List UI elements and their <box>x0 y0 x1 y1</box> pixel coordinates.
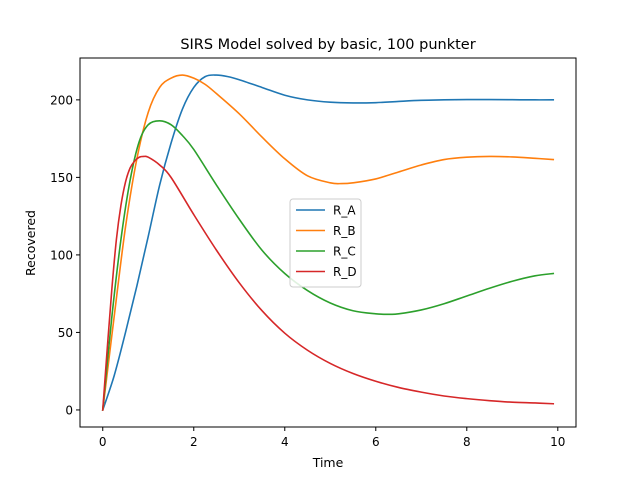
legend-label-r-c: R_C <box>333 245 356 259</box>
y-tick-label: 50 <box>58 326 73 340</box>
x-tick-label: 0 <box>99 435 107 449</box>
series-line-r-d <box>101 155 555 411</box>
y-tick-label: 0 <box>65 403 73 417</box>
y-tick-label: 150 <box>50 171 73 185</box>
series-line-r-a <box>101 74 555 411</box>
x-tick-label: 8 <box>463 435 471 449</box>
legend-box <box>289 198 362 288</box>
series-line-r-c <box>101 119 555 411</box>
y-tick-label: 100 <box>50 248 73 262</box>
x-tick-label: 6 <box>372 435 380 449</box>
legend-label-r-b: R_B <box>333 224 356 238</box>
x-axis-label: Time <box>312 455 344 470</box>
x-tick-label: 2 <box>190 435 198 449</box>
legend-items: R_A R_B R_C R_D <box>296 204 357 279</box>
y-axis-ticks: 0 50 100 150 200 <box>50 93 80 417</box>
chart-title: SIRS Model solved by basic, 100 punkter <box>180 37 475 53</box>
legend: R_A R_B R_C R_D <box>289 198 362 288</box>
series-layer <box>101 74 555 411</box>
legend-label-r-a: R_A <box>333 204 356 218</box>
axes-frame <box>79 57 577 428</box>
series-line-r-b <box>101 74 555 411</box>
y-tick-label: 200 <box>50 93 73 107</box>
legend-label-r-d: R_D <box>333 265 357 279</box>
x-tick-label: 10 <box>550 435 565 449</box>
y-axis-label: Recovered <box>23 210 38 276</box>
x-tick-label: 4 <box>281 435 289 449</box>
x-axis-ticks: 0 2 4 6 8 10 <box>99 427 565 449</box>
